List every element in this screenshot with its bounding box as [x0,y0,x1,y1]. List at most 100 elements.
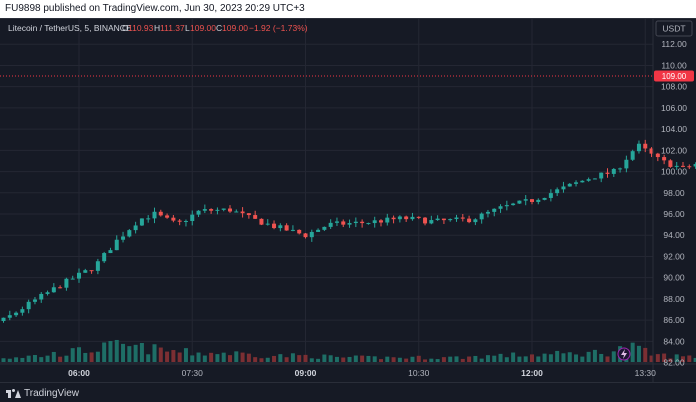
candle-body [605,172,610,174]
price-tick-label: 106.00 [661,103,687,113]
candle-body [574,182,579,184]
volume-bar [423,359,428,362]
candle-body [379,220,383,223]
price-tick-label: 100.00 [661,167,687,177]
candle-body [624,159,629,169]
candle-body [89,270,94,272]
volume-bar [77,347,81,362]
candle-body [259,218,264,225]
volume-bar [416,355,421,362]
volume-bar [448,356,453,362]
tradingview-logo-text: TradingView [24,387,80,399]
time-axis[interactable]: 04:3006:0007:3009:0010:3012:0013:3015:00… [0,368,696,378]
volume-bar [45,355,50,362]
volume-bar [26,355,31,362]
volume-bar [284,357,289,362]
volume-bar [158,347,163,362]
volume-bar [1,358,6,362]
volume-bar [347,356,352,362]
price-tick-label: 90.00 [663,273,685,283]
volume-bar [328,355,333,362]
volume-bar [139,342,144,362]
volume-bar [215,354,220,362]
volume-bar [523,356,528,362]
candle-body [190,214,195,222]
candle-body [20,309,25,313]
price-axis[interactable]: 112.00 110.00 108.00 106.00 104.00 102.00 100.… [661,39,687,367]
volume-bar [391,357,396,362]
candle-body [202,209,207,211]
candle-body [649,148,654,154]
volume-bar [303,354,308,362]
price-tick-label: 112.00 [661,39,687,49]
candle-body [429,220,434,224]
volume-bar [32,355,37,362]
candle-body [121,236,126,240]
volume-bar [643,347,648,362]
volume-bar [114,339,119,362]
volume-bar [290,353,295,362]
volume-bar [636,345,641,362]
candle-body [1,317,6,322]
volume-bar [555,350,560,362]
volume-bar [272,355,277,362]
chart-panel[interactable]: 112.00 110.00 108.00 106.00 104.00 102.00 100.… [0,18,696,382]
tradingview-logo[interactable]: TradingView [6,386,79,400]
volume-bar [674,354,679,362]
volume-bar [221,352,226,362]
candle-body [146,218,151,220]
volume-bar [7,358,12,362]
volume-bar [410,356,415,362]
price-chart[interactable]: 112.00 110.00 108.00 106.00 104.00 102.00 100.… [0,19,696,382]
volume-bar [171,350,176,362]
volume-bar [429,358,434,362]
candle-body [454,217,459,220]
candle-body [234,211,239,213]
candle-body [416,216,421,218]
candle-body [284,225,289,231]
volume-bar [190,355,195,362]
price-tick-label: 96.00 [663,209,685,219]
candle-body [485,211,490,214]
low-value: 109.00 [190,23,216,33]
candle-body [353,221,358,224]
volume-bar [177,352,182,362]
price-tick-label: 104.00 [661,124,687,134]
open-label: O [122,23,129,33]
volume-bar [397,357,402,362]
candle-body [347,223,352,225]
candle-body [215,209,220,211]
candle-body [586,179,591,181]
low-label: L [185,23,190,33]
volume-bar [183,348,188,362]
time-tick-label: 13:30 [635,368,657,378]
candle-body [397,216,402,220]
high-label: H [154,23,160,33]
candle-body [152,211,157,219]
volume-bar [234,351,239,362]
symbol-legend[interactable]: Litecoin / TetherUS, 5, BINANCE O 110.93… [8,23,308,33]
candle-body [580,180,585,183]
volume-bar [599,353,604,362]
candle-body [498,206,503,209]
candle-body [108,250,113,254]
candle-body [102,253,107,262]
candle-body [83,270,88,273]
candle-body [272,223,277,229]
candle-body [177,220,182,222]
candle-body [165,215,170,218]
currency-badge[interactable] [655,20,693,37]
candle-body [681,165,685,167]
candle-body [643,143,648,149]
candle-body [504,205,509,207]
candle-body [139,218,144,226]
candle-body [511,203,516,206]
lightning-icon[interactable] [617,347,631,361]
candle-body [630,151,635,160]
candle-body [410,216,415,220]
price-tick-label: 108.00 [661,82,687,92]
volume-bar [511,352,516,362]
volume-bar [372,356,377,362]
volume-bar [83,352,88,362]
volume-bar [265,357,270,362]
